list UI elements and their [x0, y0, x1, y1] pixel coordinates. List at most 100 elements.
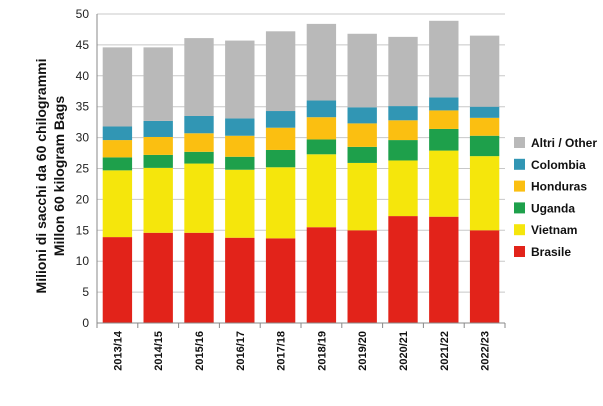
- legend-label: Brasile: [531, 245, 571, 259]
- y-tick-label: 35: [76, 100, 90, 114]
- bar-segment-vietnam-2016-17: [225, 169, 255, 238]
- x-tick-label: 2018/19: [316, 331, 328, 371]
- bar-segment-brasile-2019-20: [347, 230, 377, 323]
- y-tick-label: 25: [76, 162, 90, 176]
- bar-segment-colombia-2016-17: [225, 118, 255, 136]
- y-tick-labels: 0 5 10 15 20 25 30 35 40 45 50: [76, 7, 90, 330]
- bar-segment-brasile-2018-19: [306, 227, 337, 323]
- bar-segment-altri-other-2018-19: [306, 23, 337, 101]
- bar-segment-uganda-2019-20: [347, 146, 377, 163]
- x-tick-label: 2022/23: [480, 331, 492, 371]
- y-tick-label: 10: [76, 254, 90, 268]
- bar-segment-brasile-2021-22: [429, 216, 459, 323]
- bar-segment-vietnam-2019-20: [347, 162, 377, 231]
- bar-segment-colombia-2014-15: [143, 120, 173, 137]
- x-tick-label: 2021/22: [439, 331, 451, 371]
- bar-segment-altri-other-2014-15: [143, 47, 173, 121]
- bar-segment-honduras-2018-19: [306, 117, 337, 140]
- bar-segment-colombia-2018-19: [306, 100, 337, 118]
- bar-segment-altri-other-2019-20: [347, 33, 377, 108]
- bar-segment-vietnam-2013-14: [102, 170, 133, 238]
- bar-segment-colombia-2013-14: [102, 126, 133, 141]
- bar-segment-brasile-2014-15: [143, 232, 173, 323]
- bar-segment-honduras-2021-22: [429, 110, 459, 129]
- bar-segment-colombia-2021-22: [429, 97, 459, 111]
- x-tick-label: 2017/18: [276, 331, 288, 371]
- bar-segment-honduras-2017-18: [265, 127, 296, 150]
- bar-segment-honduras-2022-23: [469, 117, 500, 136]
- legend-swatch: [514, 224, 525, 236]
- bar-segment-uganda-2018-19: [306, 139, 337, 155]
- bar-segment-colombia-2022-23: [469, 106, 500, 118]
- bar-segment-uganda-2016-17: [225, 156, 255, 170]
- y-tick-label: 30: [76, 131, 90, 145]
- bar-segment-colombia-2015-16: [184, 115, 214, 134]
- legend-label: Vietnam: [531, 223, 577, 237]
- bar-segment-altri-other-2016-17: [225, 40, 255, 119]
- bar-segment-uganda-2013-14: [102, 157, 133, 171]
- legend-swatch: [514, 246, 525, 257]
- legend-label: Honduras: [531, 180, 587, 194]
- bar-segment-colombia-2020-21: [388, 106, 418, 121]
- x-tick-label: 2013/14: [112, 330, 124, 371]
- bar-segment-vietnam-2017-18: [265, 167, 296, 239]
- x-tick-label: 2014/15: [153, 331, 165, 371]
- bar-segment-honduras-2013-14: [102, 140, 133, 158]
- axes: [96, 14, 506, 328]
- legend-label: Altri / Other: [531, 136, 597, 150]
- bars: [102, 20, 500, 323]
- bar-segment-brasile-2017-18: [265, 238, 296, 323]
- bar-segment-vietnam-2022-23: [469, 156, 500, 231]
- y-axis-title-line2: Millon 60 kilogram Bags: [51, 96, 67, 256]
- bar-segment-vietnam-2015-16: [184, 163, 214, 233]
- bar-segment-brasile-2015-16: [184, 232, 214, 323]
- bar-segment-honduras-2020-21: [388, 120, 418, 141]
- bar-segment-honduras-2015-16: [184, 133, 214, 152]
- y-tick-label: 0: [82, 316, 89, 330]
- legend-swatch: [514, 180, 525, 192]
- bar-segment-honduras-2019-20: [347, 123, 377, 147]
- bar-segment-uganda-2015-16: [184, 151, 214, 164]
- legend-label: Colombia: [531, 158, 586, 172]
- bar-segment-uganda-2014-15: [143, 154, 173, 168]
- bar-segment-altri-other-2020-21: [388, 36, 418, 107]
- bar-segment-vietnam-2014-15: [143, 167, 173, 233]
- bar-segment-uganda-2017-18: [265, 149, 296, 168]
- bar-segment-honduras-2014-15: [143, 136, 173, 155]
- bar-segment-colombia-2019-20: [347, 107, 377, 124]
- bar-segment-uganda-2020-21: [388, 140, 418, 161]
- bar-segment-honduras-2016-17: [225, 135, 255, 157]
- bar-segment-vietnam-2021-22: [429, 150, 459, 217]
- bar-segment-brasile-2016-17: [225, 237, 255, 323]
- bar-segment-brasile-2020-21: [388, 216, 418, 323]
- bar-segment-altri-other-2013-14: [102, 47, 133, 127]
- bar-segment-vietnam-2018-19: [306, 154, 337, 228]
- legend: Altri / Other Colombia Honduras Uganda Vietn…: [514, 136, 597, 259]
- x-tick-labels: 2013/14 2014/15 2015/16 2016/17 2017/18 2018/…: [112, 330, 491, 371]
- x-tick-label: 2016/17: [235, 331, 247, 371]
- bar-segment-uganda-2021-22: [429, 128, 459, 151]
- bar-segment-colombia-2017-18: [265, 111, 296, 128]
- bar-segment-altri-other-2015-16: [184, 38, 214, 116]
- y-axis-title-line1: Milioni di sacchi da 60 chilogrammi: [33, 59, 49, 294]
- x-tick-label: 2019/20: [357, 331, 369, 371]
- legend-swatch: [514, 202, 525, 214]
- y-tick-label: 50: [76, 7, 90, 21]
- bar-segment-brasile-2022-23: [469, 230, 500, 323]
- bar-segment-altri-other-2022-23: [469, 35, 500, 107]
- x-tick-label: 2015/16: [194, 331, 206, 371]
- bar-segment-brasile-2013-14: [102, 237, 133, 323]
- legend-swatch: [514, 137, 525, 148]
- bar-segment-altri-other-2021-22: [429, 20, 459, 98]
- y-tick-label: 15: [76, 223, 90, 237]
- x-tick-label: 2020/21: [398, 331, 410, 371]
- legend-label: Uganda: [531, 201, 575, 215]
- bar-segment-altri-other-2017-18: [265, 31, 296, 112]
- y-tick-label: 45: [76, 38, 90, 52]
- y-tick-label: 40: [76, 69, 90, 83]
- bar-segment-vietnam-2020-21: [388, 160, 418, 217]
- legend-swatch: [514, 158, 525, 170]
- y-tick-label: 5: [82, 285, 89, 299]
- bar-segment-uganda-2022-23: [469, 135, 500, 157]
